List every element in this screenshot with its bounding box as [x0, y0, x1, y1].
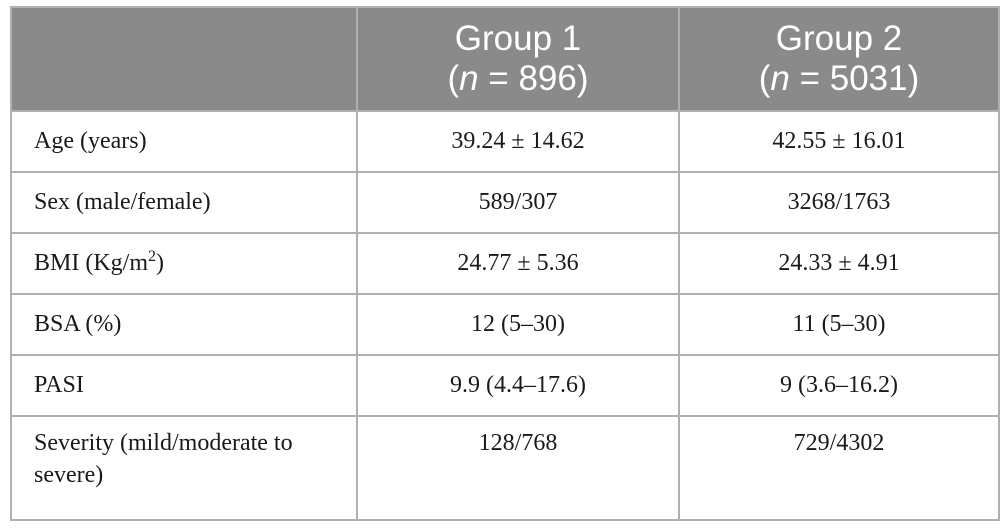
table-body: Age (years) 39.24 ± 14.62 42.55 ± 16.01 …: [10, 110, 1000, 521]
row-label: BMI (Kg/m2): [10, 232, 358, 295]
group-1-count-value: = 896): [478, 59, 589, 98]
comparison-table: Group 1 (n = 896) Group 2 (n = 5031) Age…: [10, 6, 1000, 521]
group-1-count: (n = 896): [358, 59, 678, 99]
group-2-value: 24.33 ± 4.91: [678, 232, 1000, 295]
group-2-count-value: = 5031): [789, 59, 920, 98]
group-2-value: 729/4302: [678, 415, 1000, 521]
header-group-1: Group 1 (n = 896): [356, 6, 680, 112]
table-row-bmi: BMI (Kg/m2) 24.77 ± 5.36 24.33 ± 4.91: [10, 232, 1000, 295]
group-1-value: 589/307: [356, 171, 680, 234]
group-1-value: 12 (5–30): [356, 293, 680, 356]
row-label-close: ): [156, 250, 164, 276]
group-1-count-open: (: [447, 59, 460, 98]
row-label-superscript: 2: [148, 248, 156, 265]
group-2-count-var: n: [770, 59, 790, 98]
row-label-text: BMI (Kg/m: [34, 250, 148, 276]
table-row-sex: Sex (male/female) 589/307 3268/1763: [10, 171, 1000, 234]
table-row-bsa: BSA (%) 12 (5–30) 11 (5–30): [10, 293, 1000, 356]
group-1-value: 24.77 ± 5.36: [356, 232, 680, 295]
row-label: Severity (mild/moderate to severe): [10, 415, 358, 521]
group-1-value: 128/768: [356, 415, 680, 521]
header-row: Group 1 (n = 896) Group 2 (n = 5031): [10, 6, 1000, 112]
row-label: Sex (male/female): [10, 171, 358, 234]
group-1-name: Group 1: [454, 19, 582, 58]
table-row-age: Age (years) 39.24 ± 14.62 42.55 ± 16.01: [10, 110, 1000, 173]
group-2-value: 3268/1763: [678, 171, 1000, 234]
table-row-pasi: PASI 9.9 (4.4–17.6) 9 (3.6–16.2): [10, 354, 1000, 417]
group-2-count: (n = 5031): [680, 59, 998, 99]
header-empty-cell: [10, 6, 358, 112]
group-2-value: 42.55 ± 16.01: [678, 110, 1000, 173]
row-label: BSA (%): [10, 293, 358, 356]
table-header: Group 1 (n = 896) Group 2 (n = 5031): [10, 6, 1000, 112]
table-row-severity: Severity (mild/moderate to severe) 128/7…: [10, 415, 1000, 521]
group-2-value: 11 (5–30): [678, 293, 1000, 356]
group-2-count-open: (: [758, 59, 771, 98]
group-2-value: 9 (3.6–16.2): [678, 354, 1000, 417]
group-1-value: 9.9 (4.4–17.6): [356, 354, 680, 417]
group-1-count-var: n: [459, 59, 479, 98]
header-group-2: Group 2 (n = 5031): [678, 6, 1000, 112]
row-label: PASI: [10, 354, 358, 417]
group-2-name: Group 2: [775, 19, 903, 58]
row-label: Age (years): [10, 110, 358, 173]
group-1-value: 39.24 ± 14.62: [356, 110, 680, 173]
